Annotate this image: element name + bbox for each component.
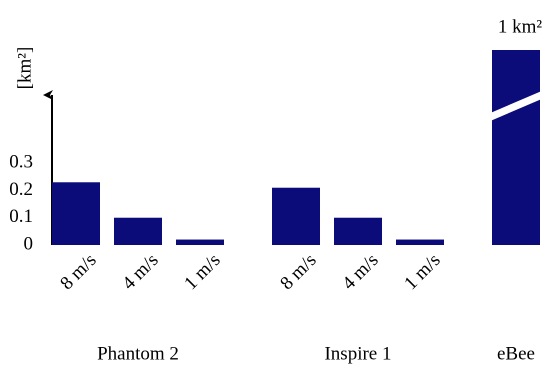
bar: [492, 50, 540, 245]
bar: [114, 217, 162, 245]
axis-break: [488, 90, 544, 122]
value-label: 1 km²: [498, 16, 543, 37]
bar: [272, 187, 320, 245]
bar: [176, 239, 224, 245]
y-tick-label: 0.3: [9, 152, 33, 173]
x-tick-label: 4 m/s: [118, 250, 162, 294]
bar: [334, 217, 382, 245]
y-tick-label: 0.1: [9, 206, 33, 227]
x-tick-label: 8 m/s: [56, 250, 100, 294]
y-tick-label: 0.2: [9, 179, 33, 200]
group-label: eBee: [497, 343, 535, 364]
x-tick-label: 1 m/s: [180, 250, 224, 294]
group-label: Phantom 2: [97, 343, 179, 364]
bar: [396, 239, 444, 245]
x-tick-label: 8 m/s: [276, 250, 320, 294]
y-axis-label: [km²]: [14, 47, 35, 90]
x-tick-label: 1 m/s: [400, 250, 444, 294]
group-label: Inspire 1: [324, 343, 391, 364]
bar: [52, 182, 100, 245]
x-tick-label: 4 m/s: [338, 250, 382, 294]
y-tick-label: 0: [24, 233, 34, 254]
